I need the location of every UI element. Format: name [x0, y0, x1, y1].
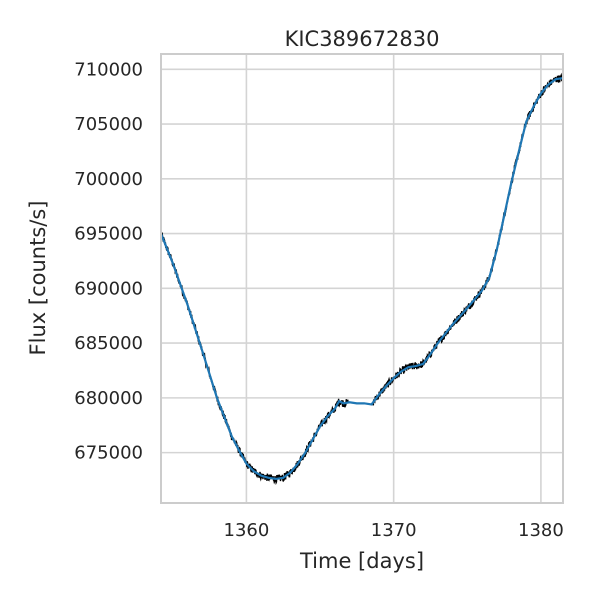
y-tick-label: 700000	[74, 169, 143, 190]
axes-frame	[160, 53, 564, 504]
y-tick-label: 685000	[74, 333, 143, 354]
y-tick-label: 695000	[74, 224, 143, 245]
y-tick-label: 705000	[74, 114, 143, 135]
plot-area	[161, 72, 563, 486]
y-tick-label: 690000	[74, 278, 143, 299]
chart-title: KIC389672830	[285, 27, 440, 51]
y-axis-label: Flux [counts/s]	[26, 201, 50, 356]
y-tick-label: 675000	[74, 443, 143, 464]
model-flux-line	[161, 77, 563, 481]
x-tick-label: 1380	[518, 520, 564, 541]
y-tick-label: 710000	[74, 59, 143, 80]
axes: 1360 1370 1380 675000 680000 685000 690000 6950…	[74, 53, 564, 541]
x-tick-label: 1360	[224, 520, 270, 541]
x-tick-label: 1370	[371, 520, 417, 541]
y-tick-label: 680000	[74, 388, 143, 409]
x-axis-label: Time [days]	[299, 549, 424, 573]
grid	[161, 54, 563, 503]
